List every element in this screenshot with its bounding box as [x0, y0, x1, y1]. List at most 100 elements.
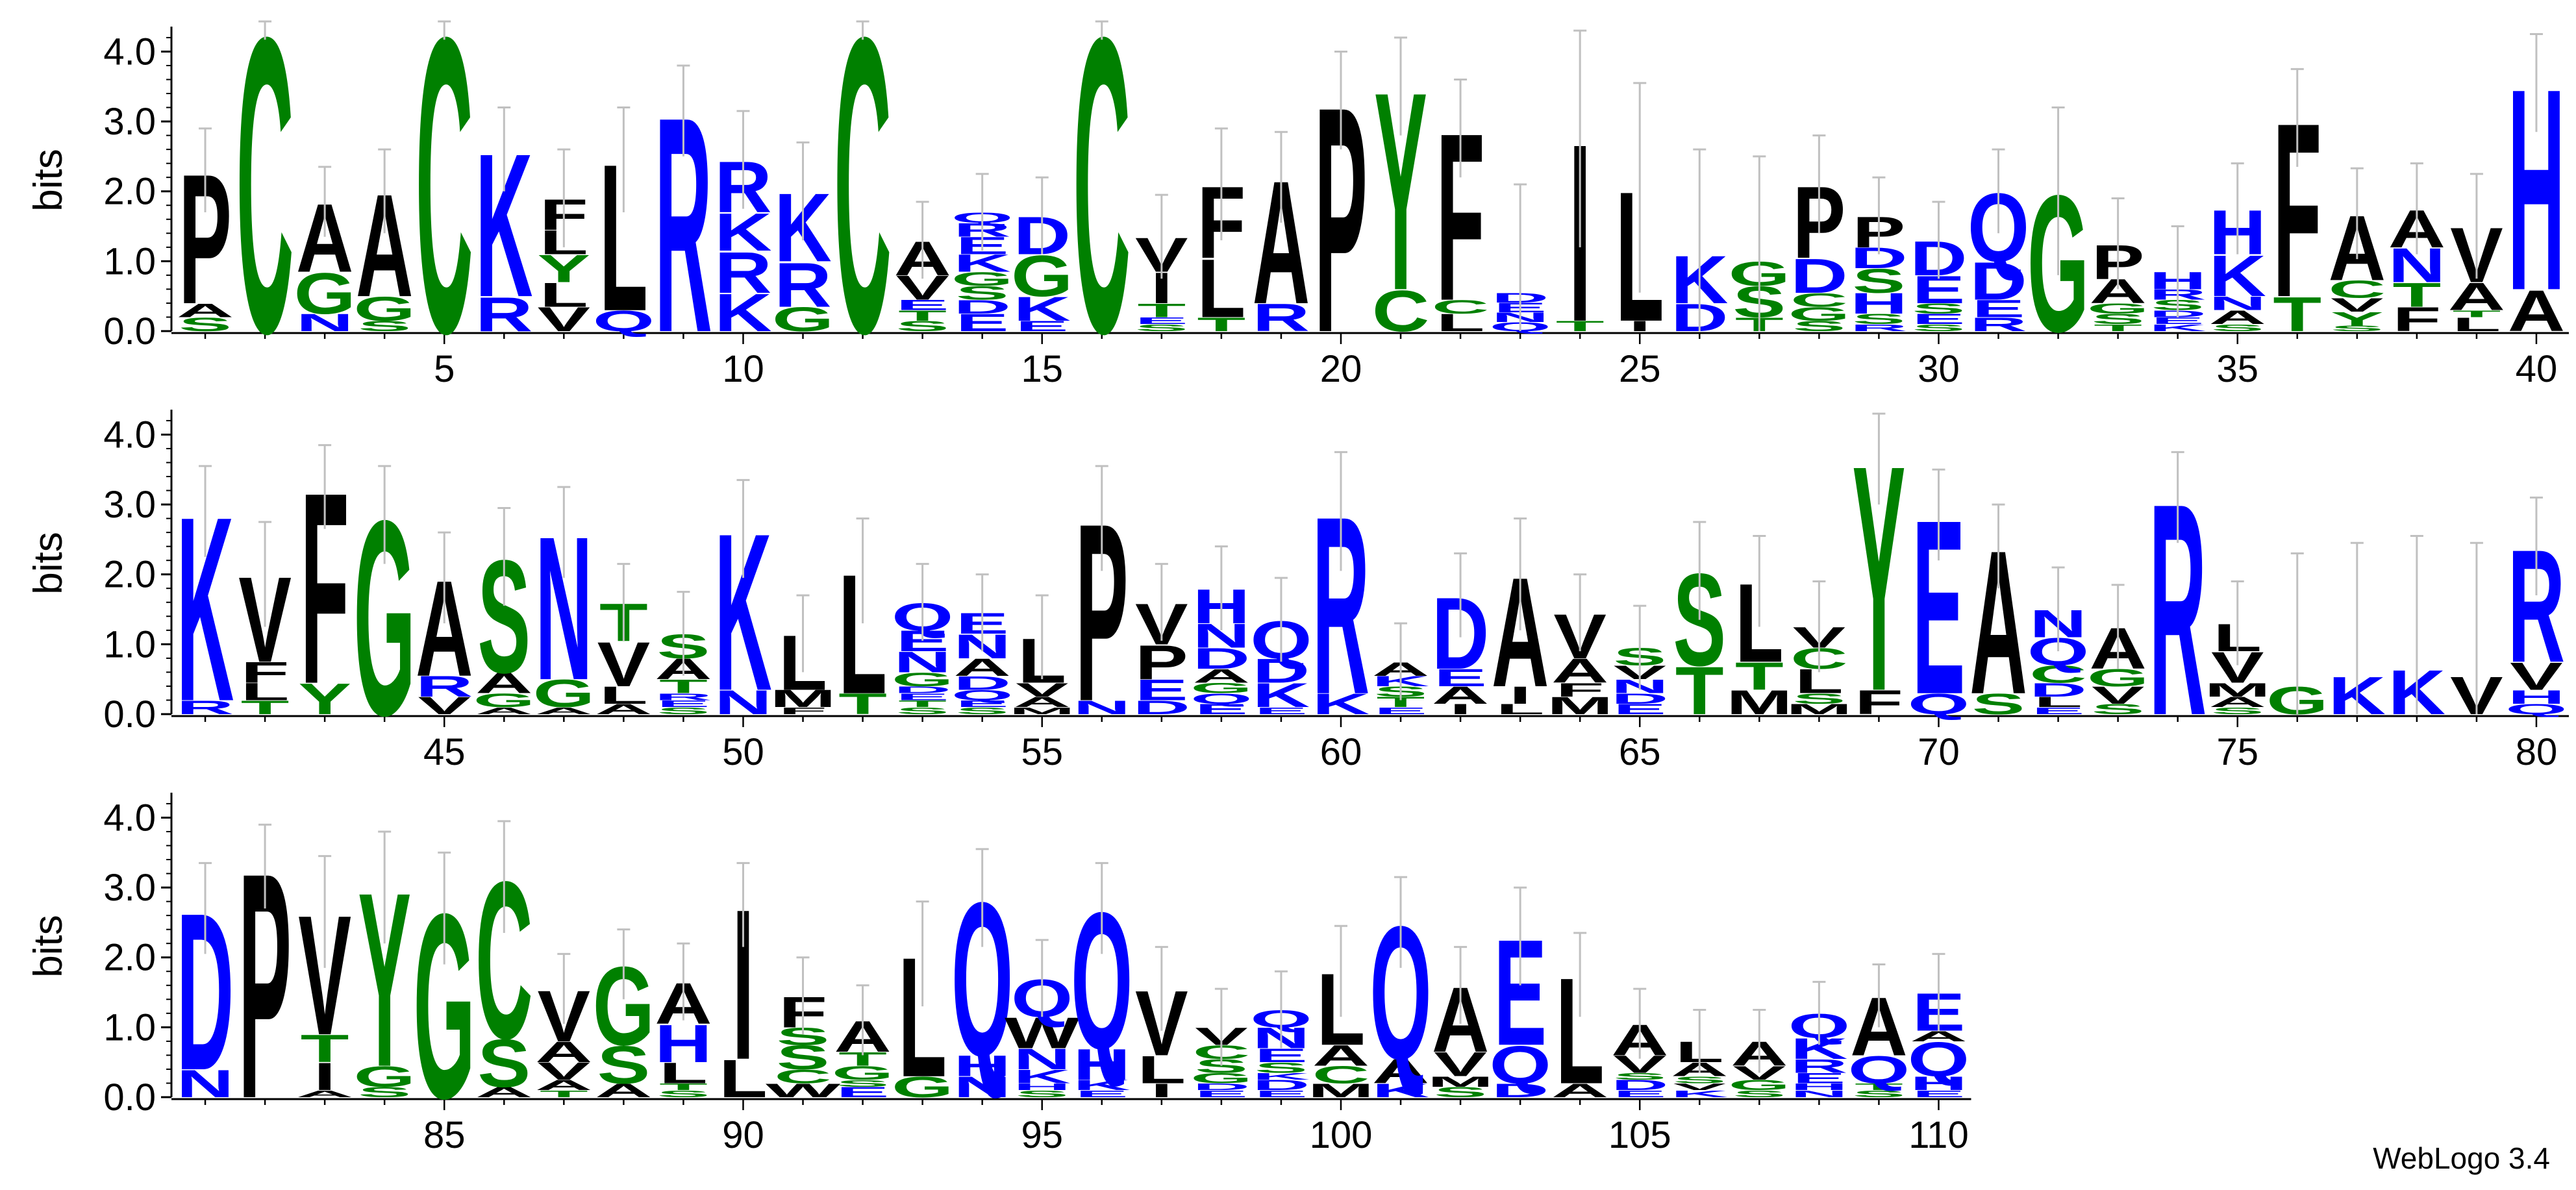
position-101: KAQ — [1369, 876, 1432, 1101]
residue-I: I — [1449, 700, 1471, 717]
residue-T: T — [1735, 655, 1784, 699]
residue-H: H — [1910, 1072, 1967, 1095]
residue-C: C — [834, 0, 891, 421]
residue-T: T — [1675, 653, 1724, 729]
position-19: RA — [1253, 130, 1310, 341]
residue-A: A — [475, 706, 532, 717]
residue-N: N — [1790, 1089, 1847, 1100]
residue-E: E — [1195, 700, 1248, 717]
residue-M: M — [770, 686, 836, 713]
residue-A: A — [296, 1089, 353, 1100]
residue-E: E — [956, 309, 1009, 336]
residue-S: S — [358, 317, 411, 334]
x-tick-label: 100 — [1310, 1114, 1373, 1156]
residue-V: V — [538, 300, 591, 338]
residue-S: S — [896, 706, 949, 717]
residue-W: W — [1005, 1009, 1080, 1058]
position-50: NK — [714, 478, 772, 738]
residue-H: H — [1073, 1040, 1131, 1089]
x-tick-label: 35 — [2216, 348, 2258, 390]
y-tick-label: 4.0 — [103, 31, 156, 73]
residue-G: G — [832, 1062, 894, 1084]
residue-R: R — [177, 697, 234, 719]
x-tick-label: 110 — [1908, 1114, 1968, 1156]
residue-S: S — [1912, 323, 1966, 334]
position-22: LCF — [1432, 79, 1489, 351]
residue-C: C — [1432, 296, 1489, 318]
residue-K: K — [1671, 1089, 1728, 1100]
residue-R: R — [1790, 1055, 1847, 1077]
residue-G: G — [892, 1071, 953, 1103]
x-tick-label: 105 — [1608, 1114, 1671, 1156]
y-axis-label: bits — [26, 149, 71, 211]
position-1: SAP — [177, 127, 234, 343]
residue-K: K — [714, 283, 771, 343]
residue-R: R — [1253, 296, 1310, 340]
residue-A: A — [475, 1084, 532, 1100]
residue-E: E — [896, 297, 949, 313]
residue-A: A — [475, 667, 532, 699]
residue-Q: Q — [951, 687, 1013, 703]
position-44: G — [354, 462, 416, 773]
residue-A: A — [2209, 694, 2266, 710]
logo-row-3: bits 0.0 1.0 2.0 3.0 4.0 85 90 95 100 105 110 — [26, 793, 1971, 1156]
logo-row-1: bits 0.0 1.0 2.0 3.0 4.0 5 10 15 20 25 30 35 40 — [26, 27, 2569, 390]
residue-T: T — [301, 1028, 349, 1071]
residue-G: G — [951, 268, 1013, 290]
residue-D: D — [1133, 697, 1190, 719]
residue-T: T — [241, 697, 290, 719]
residue-D: D — [1790, 249, 1847, 303]
residue-I: I — [1509, 682, 1531, 709]
position-81: ND — [177, 862, 234, 1117]
residue-A: A — [1014, 694, 1071, 710]
residue-H: H — [1790, 1082, 1847, 1093]
residue-A: A — [2448, 275, 2505, 319]
residue-S: S — [1434, 1084, 1487, 1100]
residue-A: A — [535, 706, 592, 717]
position-11: GRK — [772, 141, 834, 338]
position-103: DQE — [1490, 886, 1551, 1101]
position-71: SA — [1970, 503, 2027, 737]
residue-A: A — [595, 1080, 652, 1102]
position-82: P — [238, 806, 292, 1166]
residue-V: V — [2331, 294, 2384, 316]
x-tick-label: 55 — [1021, 731, 1063, 773]
residue-G: G — [533, 673, 595, 716]
residue-C: C — [1312, 1061, 1369, 1089]
residue-M: M — [1009, 706, 1075, 717]
residue-S: S — [477, 1026, 531, 1102]
position-18: TLF — [1197, 127, 1246, 335]
residue-S: S — [1853, 311, 1906, 327]
residue-A: A — [535, 1036, 592, 1069]
residue-E: E — [1434, 664, 1487, 691]
residue-A: A — [1193, 665, 1250, 687]
position-104: AL — [1551, 932, 1608, 1116]
residue-A: A — [954, 654, 1011, 681]
residue-Q: Q — [1908, 1032, 1970, 1087]
position-3: NGA — [294, 166, 356, 336]
residue-D: D — [2029, 679, 2086, 701]
residue-S: S — [1016, 1089, 1069, 1100]
position-43: YF — [298, 435, 351, 741]
y-tick-label: 3.0 — [103, 484, 156, 526]
residue-M: M — [1308, 1080, 1374, 1102]
position-4: SGA — [354, 148, 416, 334]
residue-N: N — [296, 309, 353, 336]
residue-A: A — [2508, 279, 2565, 344]
residue-K: K — [1253, 676, 1310, 715]
position-34: KEDSRH — [2149, 225, 2207, 333]
position-79: V — [2450, 541, 2503, 726]
residue-E: E — [836, 1084, 890, 1100]
residue-L: L — [1197, 242, 1246, 335]
